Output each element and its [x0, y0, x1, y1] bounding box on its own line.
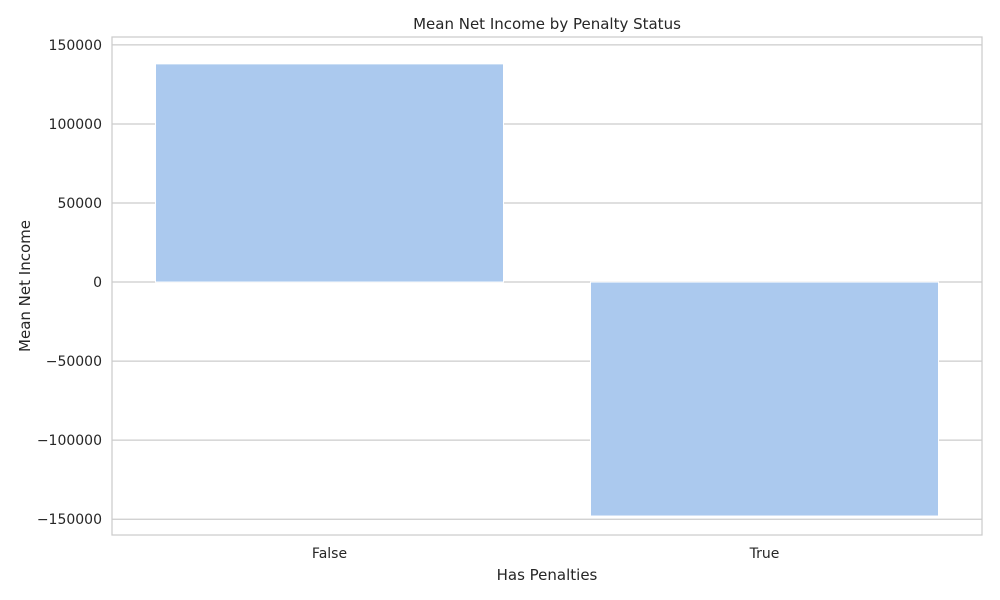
y-tick-label: −100000 — [37, 433, 102, 449]
y-tick-label: −50000 — [46, 354, 102, 370]
plot-frame — [111, 36, 983, 536]
x-tick-labels: False True — [312, 546, 779, 562]
y-tick-label: 50000 — [57, 196, 102, 212]
y-tick-label: 100000 — [49, 117, 102, 133]
y-tick-label: −150000 — [37, 512, 102, 528]
chart-title: Mean Net Income by Penalty Status — [413, 15, 681, 33]
y-tick-label: 150000 — [49, 38, 102, 54]
y-tick-label: 0 — [93, 275, 102, 291]
bar-false — [155, 63, 504, 283]
y-axis-label: Mean Net Income — [16, 220, 34, 352]
x-tick-label: False — [312, 546, 347, 562]
y-tick-labels: 150000 100000 50000 0 −50000 −100000 −150000 — [37, 38, 102, 528]
x-tick-label: True — [749, 546, 780, 562]
bars-layer — [155, 63, 939, 517]
x-axis-label: Has Penalties — [497, 566, 598, 584]
bar-true — [590, 281, 939, 517]
